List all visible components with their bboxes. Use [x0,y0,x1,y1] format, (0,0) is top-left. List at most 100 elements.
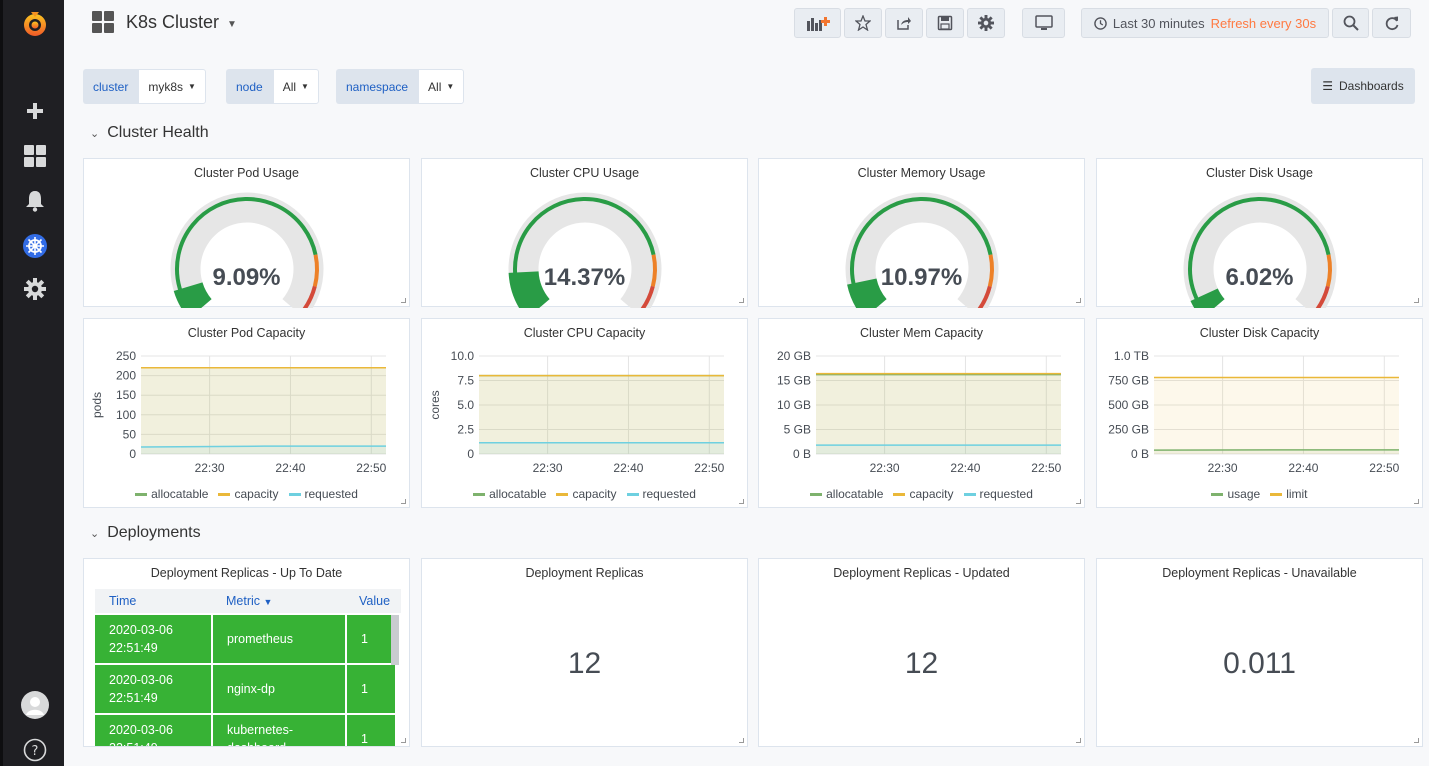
legend-item-allocatable[interactable]: allocatable [473,487,546,501]
cell-time: 2020-03-06 22:51:49 [95,715,211,746]
refresh-button[interactable] [1372,8,1411,38]
resize-handle[interactable] [1076,298,1081,303]
dashboard-title[interactable]: K8s Cluster [126,11,220,32]
panel-title[interactable]: Cluster Memory Usage [857,166,986,180]
y-tick-label: 10 GB [777,398,811,412]
legend-label: requested [979,487,1033,501]
row-cluster-health[interactable]: ⌄ Cluster Health [90,124,209,142]
gauge-threshold-orange [987,254,994,287]
column-header-metric[interactable]: Metric ▼ [211,594,345,608]
star-button[interactable] [844,8,882,38]
variable-label-namespace: namespace [336,69,419,104]
legend-item-capacity[interactable]: capacity [556,487,617,501]
gauge-threshold-red [302,285,317,308]
panel-title[interactable]: Deployment Replicas - Unavailable [1162,566,1357,580]
settings-button[interactable] [967,8,1005,38]
kubernetes-icon[interactable] [3,233,67,259]
dashboards-button[interactable]: ☰ Dashboards [1311,68,1415,104]
time-range-picker[interactable]: Last 30 minutes Refresh every 30s [1081,8,1329,38]
legend-swatch [1211,492,1224,496]
dashboard-picker[interactable]: K8s Cluster ▼ [92,11,237,33]
gauge-track [170,192,324,308]
save-button[interactable] [926,8,964,38]
variable-select-cluster[interactable]: myk8s ▼ [138,69,206,104]
series-area-capacity [816,373,1061,454]
legend-item-requested[interactable]: requested [288,487,358,501]
y-tick-label: 100 [116,408,136,422]
graph-chart: 10.0 7.5 5.0 2.5 0 22:30 22:40 22:50 cores [428,349,725,475]
x-tick-label: 22:40 [275,461,305,475]
add-panel-button[interactable] [794,8,841,38]
resize-handle[interactable] [401,298,406,303]
resize-handle[interactable] [1414,298,1419,303]
panel-title[interactable]: Cluster Mem Capacity [860,326,983,340]
y-tick-label: 150 [116,388,136,402]
y-tick-label: 250 [116,349,136,363]
legend-item-usage[interactable]: usage [1211,487,1260,501]
gauge-value-arc [1190,287,1225,308]
row-title: Deployments [107,524,201,541]
series-line-requested[interactable] [140,445,386,448]
panel-title[interactable]: Cluster CPU Capacity [523,326,646,340]
legend-item-requested[interactable]: requested [626,487,696,501]
y-tick-label: 0 B [793,447,811,461]
legend-item-capacity[interactable]: capacity [218,487,279,501]
variable-value: All [428,79,442,94]
panel-title[interactable]: Deployment Replicas - Updated [833,566,1010,580]
bell-icon[interactable] [3,190,67,212]
resize-handle[interactable] [1076,499,1081,504]
gear-icon[interactable] [3,278,67,300]
dashboards-grid-icon[interactable] [3,145,67,167]
panel-title[interactable]: Deployment Replicas - Up To Date [150,566,343,580]
y-tick-label: 500 GB [1108,398,1149,412]
resize-handle[interactable] [1414,738,1419,743]
y-tick-label: 10.0 [451,349,475,363]
legend-item-capacity[interactable]: capacity [893,487,954,501]
legend-item-requested[interactable]: requested [963,487,1033,501]
legend-label: limit [1286,487,1308,501]
y-tick-label: 200 [116,369,136,383]
panel-title[interactable]: Cluster Pod Capacity [187,326,306,340]
resize-handle[interactable] [739,298,744,303]
resize-handle[interactable] [739,499,744,504]
zoom-out-button[interactable] [1332,8,1369,38]
panel-title[interactable]: Deployment Replicas [525,566,644,580]
table-scrollbar[interactable] [391,615,399,665]
series-area-requested [816,445,1061,454]
top-navbar: K8s Cluster ▼ Last 30 minutes Refresh ev… [64,0,1429,48]
legend-item-limit[interactable]: limit [1270,487,1308,501]
x-tick-label: 22:50 [1369,461,1399,475]
share-button[interactable] [885,8,923,38]
gauge-threshold-orange [312,254,319,287]
row-deployments[interactable]: ⌄ Deployments [90,524,201,542]
panel-title[interactable]: Cluster Disk Usage [1206,166,1313,180]
cell-time: 2020-03-06 22:51:49 [95,665,211,713]
column-header-value[interactable]: Value [359,594,391,608]
column-header-time[interactable]: Time [109,594,137,608]
panel-title[interactable]: Cluster Pod Usage [194,166,299,180]
panel-replicas-unavailable: Deployment Replicas - Unavailable 0.011 [1096,558,1423,747]
monitor-icon [1034,15,1053,30]
panel-title[interactable]: Cluster Disk Capacity [1199,326,1320,340]
legend-swatch [135,492,148,496]
grafana-logo-icon[interactable] [3,8,67,40]
legend-item-allocatable[interactable]: allocatable [810,487,883,501]
panel-cpu-usage: Cluster CPU Usage 14.37% [421,158,748,308]
resize-handle[interactable] [401,738,406,743]
help-icon[interactable]: ? [3,737,67,763]
resize-handle[interactable] [1076,738,1081,743]
legend-item-allocatable[interactable]: allocatable [135,487,208,501]
panel-title[interactable]: Cluster CPU Usage [529,166,640,180]
variable-select-node[interactable]: All ▼ [272,69,319,104]
user-avatar[interactable] [3,690,67,720]
resize-handle[interactable] [401,499,406,504]
tv-mode-button[interactable] [1022,8,1065,38]
resize-handle[interactable] [1414,499,1419,504]
cell-metric: prometheus [213,615,345,663]
plus-icon[interactable] [3,100,67,122]
gear-icon [978,15,994,31]
gauge-value-arc [847,277,888,308]
variable-select-namespace[interactable]: All ▼ [418,69,465,104]
table-row: 2020-03-06 22:51:49 nginx-dp 1 [95,665,401,713]
resize-handle[interactable] [739,738,744,743]
